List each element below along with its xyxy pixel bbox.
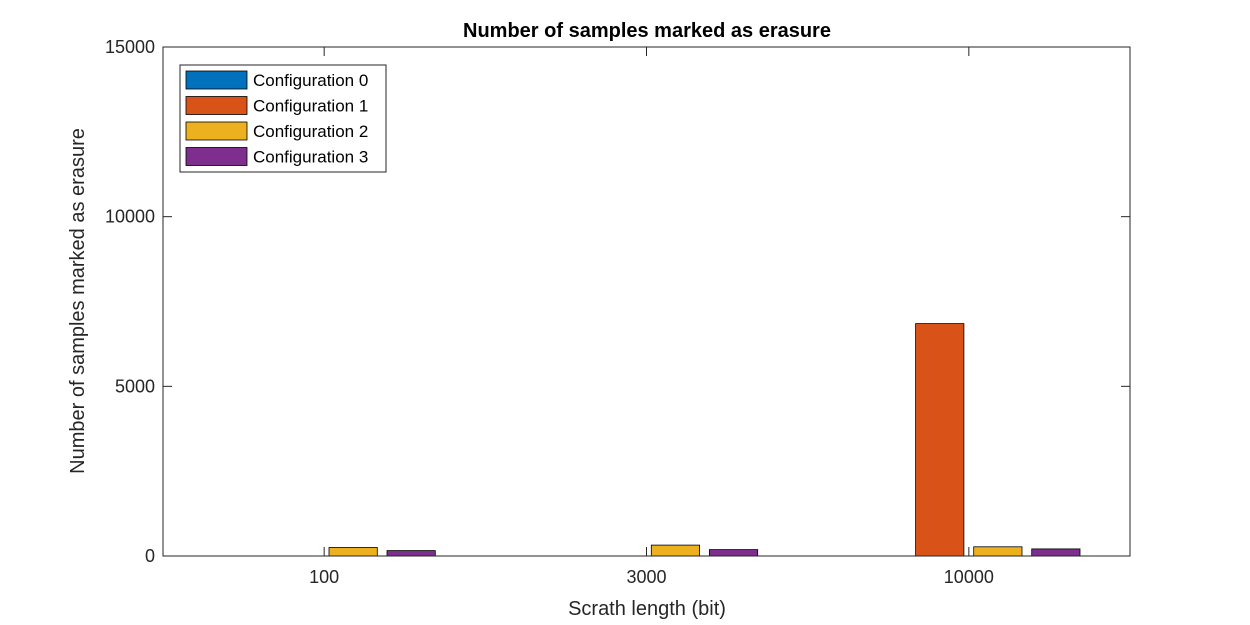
legend-swatch <box>185 70 248 90</box>
bars-group <box>328 323 1081 557</box>
x-tick-label: 10000 <box>944 567 994 587</box>
bar-series-3-cat-1 <box>709 549 759 557</box>
y-tick-label: 10000 <box>105 207 155 227</box>
x-axis-label: Scrath length (bit) <box>568 598 726 620</box>
bar-series-2-cat-2 <box>973 546 1023 557</box>
legend-swatch <box>185 121 248 141</box>
legend-entry-label: Configuration 2 <box>253 122 368 141</box>
y-tick-label: 15000 <box>105 37 155 57</box>
x-axis-ticks: 100 3000 10000 <box>309 47 994 587</box>
chart-title: Number of samples marked as erasure <box>463 20 831 42</box>
x-tick-label: 100 <box>309 567 339 587</box>
bar-series-1-cat-2 <box>915 323 965 557</box>
legend-swatch <box>185 147 248 166</box>
bar-series-2-cat-0 <box>328 547 378 557</box>
bar-series-3-cat-2 <box>1031 548 1081 557</box>
legend: Configuration 0 Configuration 1 Configurat… <box>179 64 387 173</box>
legend-swatch <box>185 96 248 115</box>
y-tick-label: 5000 <box>115 376 155 396</box>
y-axis-label: Number of samples marked as erasure <box>67 128 89 474</box>
legend-entry-label: Configuration 0 <box>253 71 368 90</box>
legend-entry-label: Configuration 3 <box>253 148 368 167</box>
y-axis-ticks: 0 5000 10000 15000 <box>105 37 1130 566</box>
x-tick-label: 3000 <box>626 567 666 587</box>
legend-entry-label: Configuration 1 <box>253 97 368 116</box>
y-tick-label: 0 <box>145 546 155 566</box>
bar-series-3-cat-0 <box>386 550 436 557</box>
bar-series-2-cat-1 <box>650 544 700 557</box>
